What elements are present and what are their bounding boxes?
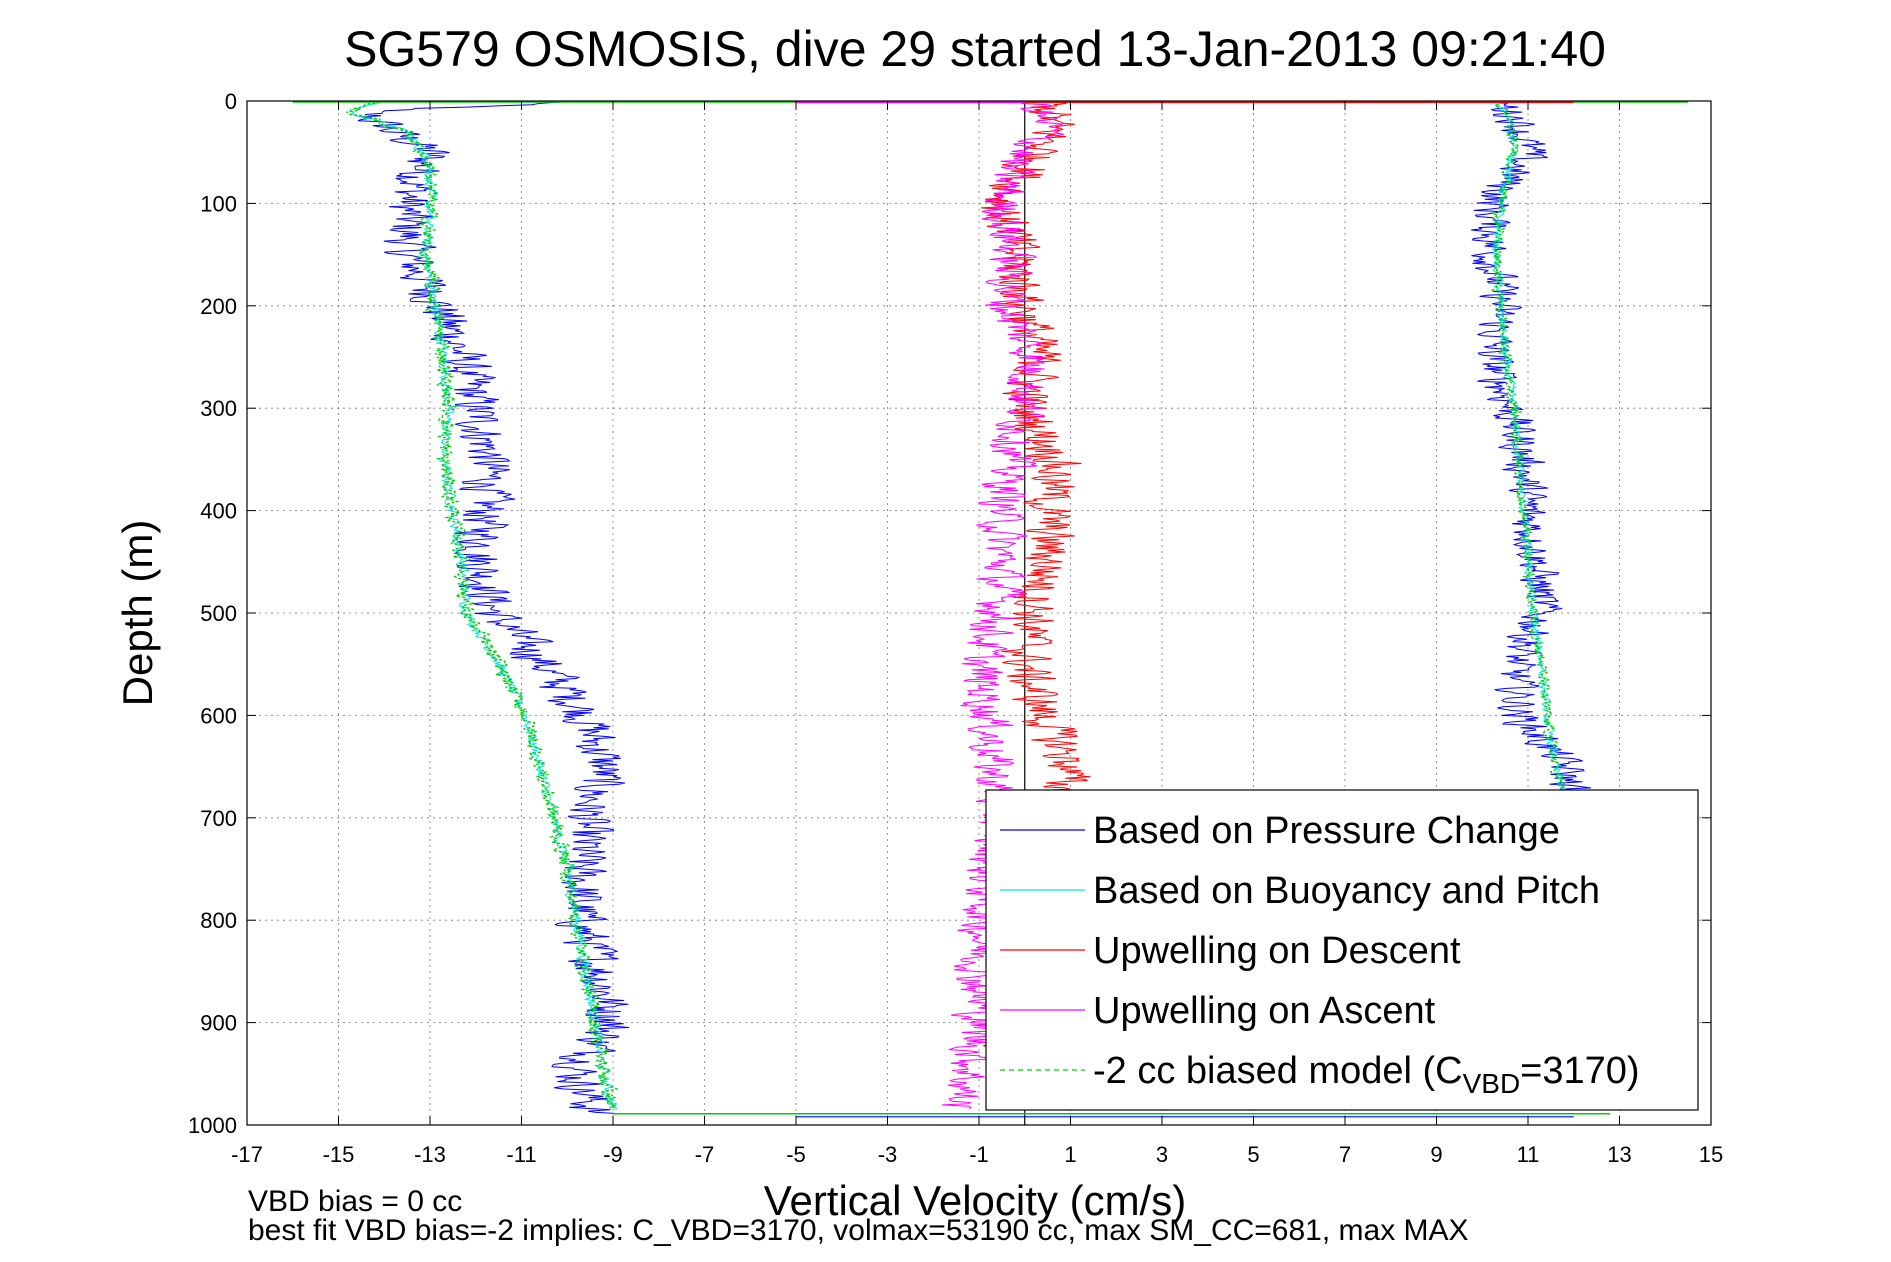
x-tick-label: 13 [1607,1142,1631,1167]
y-tick-label: 100 [200,191,237,216]
tick-layer [246,100,1712,1126]
x-tick-label: 5 [1247,1142,1259,1167]
series-layer [292,100,1689,1118]
x-tick-label: -5 [786,1142,806,1167]
x-tick-label: -17 [231,1142,263,1167]
x-tick-label: -7 [695,1142,715,1167]
legend-label-prefix: -2 cc biased model (C [1093,1050,1463,1092]
x-tick-label: 9 [1430,1142,1442,1167]
y-tick-label: 900 [200,1011,237,1036]
legend-label: Based on Pressure Change [1093,810,1560,852]
x-tick-label: -3 [878,1142,898,1167]
y-tick-label: 700 [200,806,237,831]
x-tick-labels: -17 -15 -13 -11 -9 -7 -5 -3 -1 1 3 5 7 9 11 13 15 [231,1142,1723,1167]
legend-label: Upwelling on Ascent [1093,990,1436,1032]
x-tick-label: 1 [1064,1142,1076,1167]
series-line-5 [941,100,1065,1110]
best-fit-note: best fit VBD bias=-2 implies: C_VBD=3170… [248,1214,1469,1247]
x-tick-label: 3 [1156,1142,1168,1167]
x-tick-label: -11 [506,1142,536,1167]
series-line-0 [357,100,630,1114]
x-tick-label: -1 [969,1142,989,1167]
legend-box [985,789,1699,1111]
legend-items: Based on Pressure Change Based on Buoyanc… [1000,810,1640,1099]
y-tick-label: 800 [200,908,237,933]
y-tick-label: 500 [200,601,237,626]
x-tick-label: 7 [1339,1142,1351,1167]
series-line-2 [1471,100,1592,797]
series-line-7 [1490,100,1568,797]
y-tick-label: 300 [200,396,237,421]
y-tick-label: 200 [200,294,237,319]
legend-label: Based on Buoyancy and Pitch [1093,870,1600,912]
legend-label-suffix: =3170) [1520,1050,1639,1092]
series-line-1 [348,100,618,1110]
x-tick-label: -13 [414,1142,446,1167]
y-tick-label: 0 [225,89,237,114]
y-tick-label: 400 [200,499,237,524]
legend-label: Upwelling on Descent [1093,930,1461,972]
y-tick-labels: 0 100 200 300 400 500 600 700 800 900 1000 [188,89,237,1138]
x-tick-label: 15 [1699,1142,1723,1167]
x-tick-label: -9 [603,1142,623,1167]
x-tick-label: 11 [1517,1142,1540,1167]
plot-area [246,100,1712,1126]
y-axis-label: Depth (m) [114,520,161,707]
vbd-bias-note: VBD bias = 0 cc [248,1185,462,1218]
y-tick-label: 1000 [188,1113,237,1138]
series-line-6 [346,100,619,1109]
legend-label: -2 cc biased model (CVBD=3170) [1093,1050,1640,1099]
y-tick-label: 600 [200,703,237,728]
chart-title: SG579 OSMOSIS, dive 29 started 13-Jan-20… [344,21,1606,77]
legend: Based on Pressure Change Based on Buoyanc… [985,789,1699,1111]
x-tick-label: -15 [323,1142,355,1167]
legend-label-subscript: VBD [1463,1068,1521,1099]
x-axis-label: Vertical Velocity (cm/s) [764,1177,1186,1224]
